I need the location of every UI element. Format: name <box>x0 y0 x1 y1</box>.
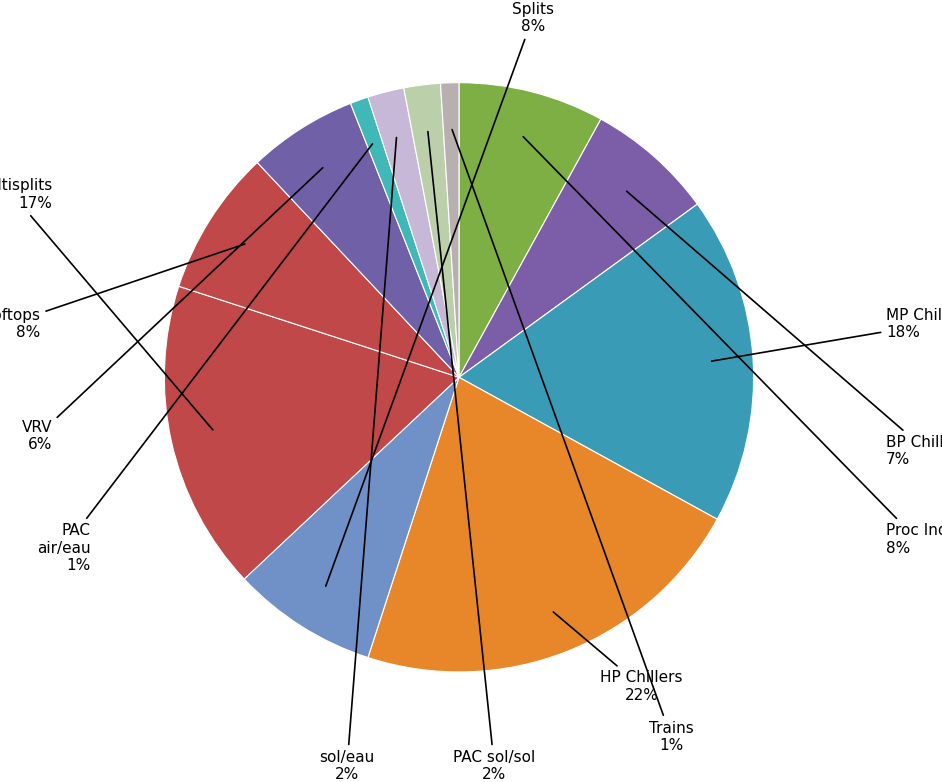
Wedge shape <box>350 97 459 378</box>
Wedge shape <box>459 204 754 519</box>
Text: PAC
air/eau
1%: PAC air/eau 1% <box>37 144 372 573</box>
Text: Rooftops
8%: Rooftops 8% <box>0 244 245 340</box>
Wedge shape <box>459 119 697 378</box>
Text: Splits
8%: Splits 8% <box>326 2 554 586</box>
Wedge shape <box>368 378 717 672</box>
Text: Trains
1%: Trains 1% <box>452 130 693 753</box>
Wedge shape <box>164 286 459 579</box>
Text: BP Chillers
7%: BP Chillers 7% <box>626 192 942 467</box>
Text: Proc Ind
8%: Proc Ind 8% <box>523 137 942 555</box>
Text: MP Chillers
18%: MP Chillers 18% <box>711 308 942 361</box>
Wedge shape <box>244 378 459 658</box>
Text: HP Chillers
22%: HP Chillers 22% <box>553 612 683 703</box>
Wedge shape <box>404 83 459 378</box>
Wedge shape <box>368 88 459 378</box>
Wedge shape <box>459 83 601 378</box>
Text: multisplits
17%: multisplits 17% <box>0 178 213 430</box>
Wedge shape <box>257 103 459 378</box>
Text: VRV
6%: VRV 6% <box>22 168 323 453</box>
Wedge shape <box>441 83 459 378</box>
Wedge shape <box>179 163 459 378</box>
Text: PAC sol/sol
2%: PAC sol/sol 2% <box>428 131 535 782</box>
Text: sol/eau
2%: sol/eau 2% <box>319 138 397 782</box>
